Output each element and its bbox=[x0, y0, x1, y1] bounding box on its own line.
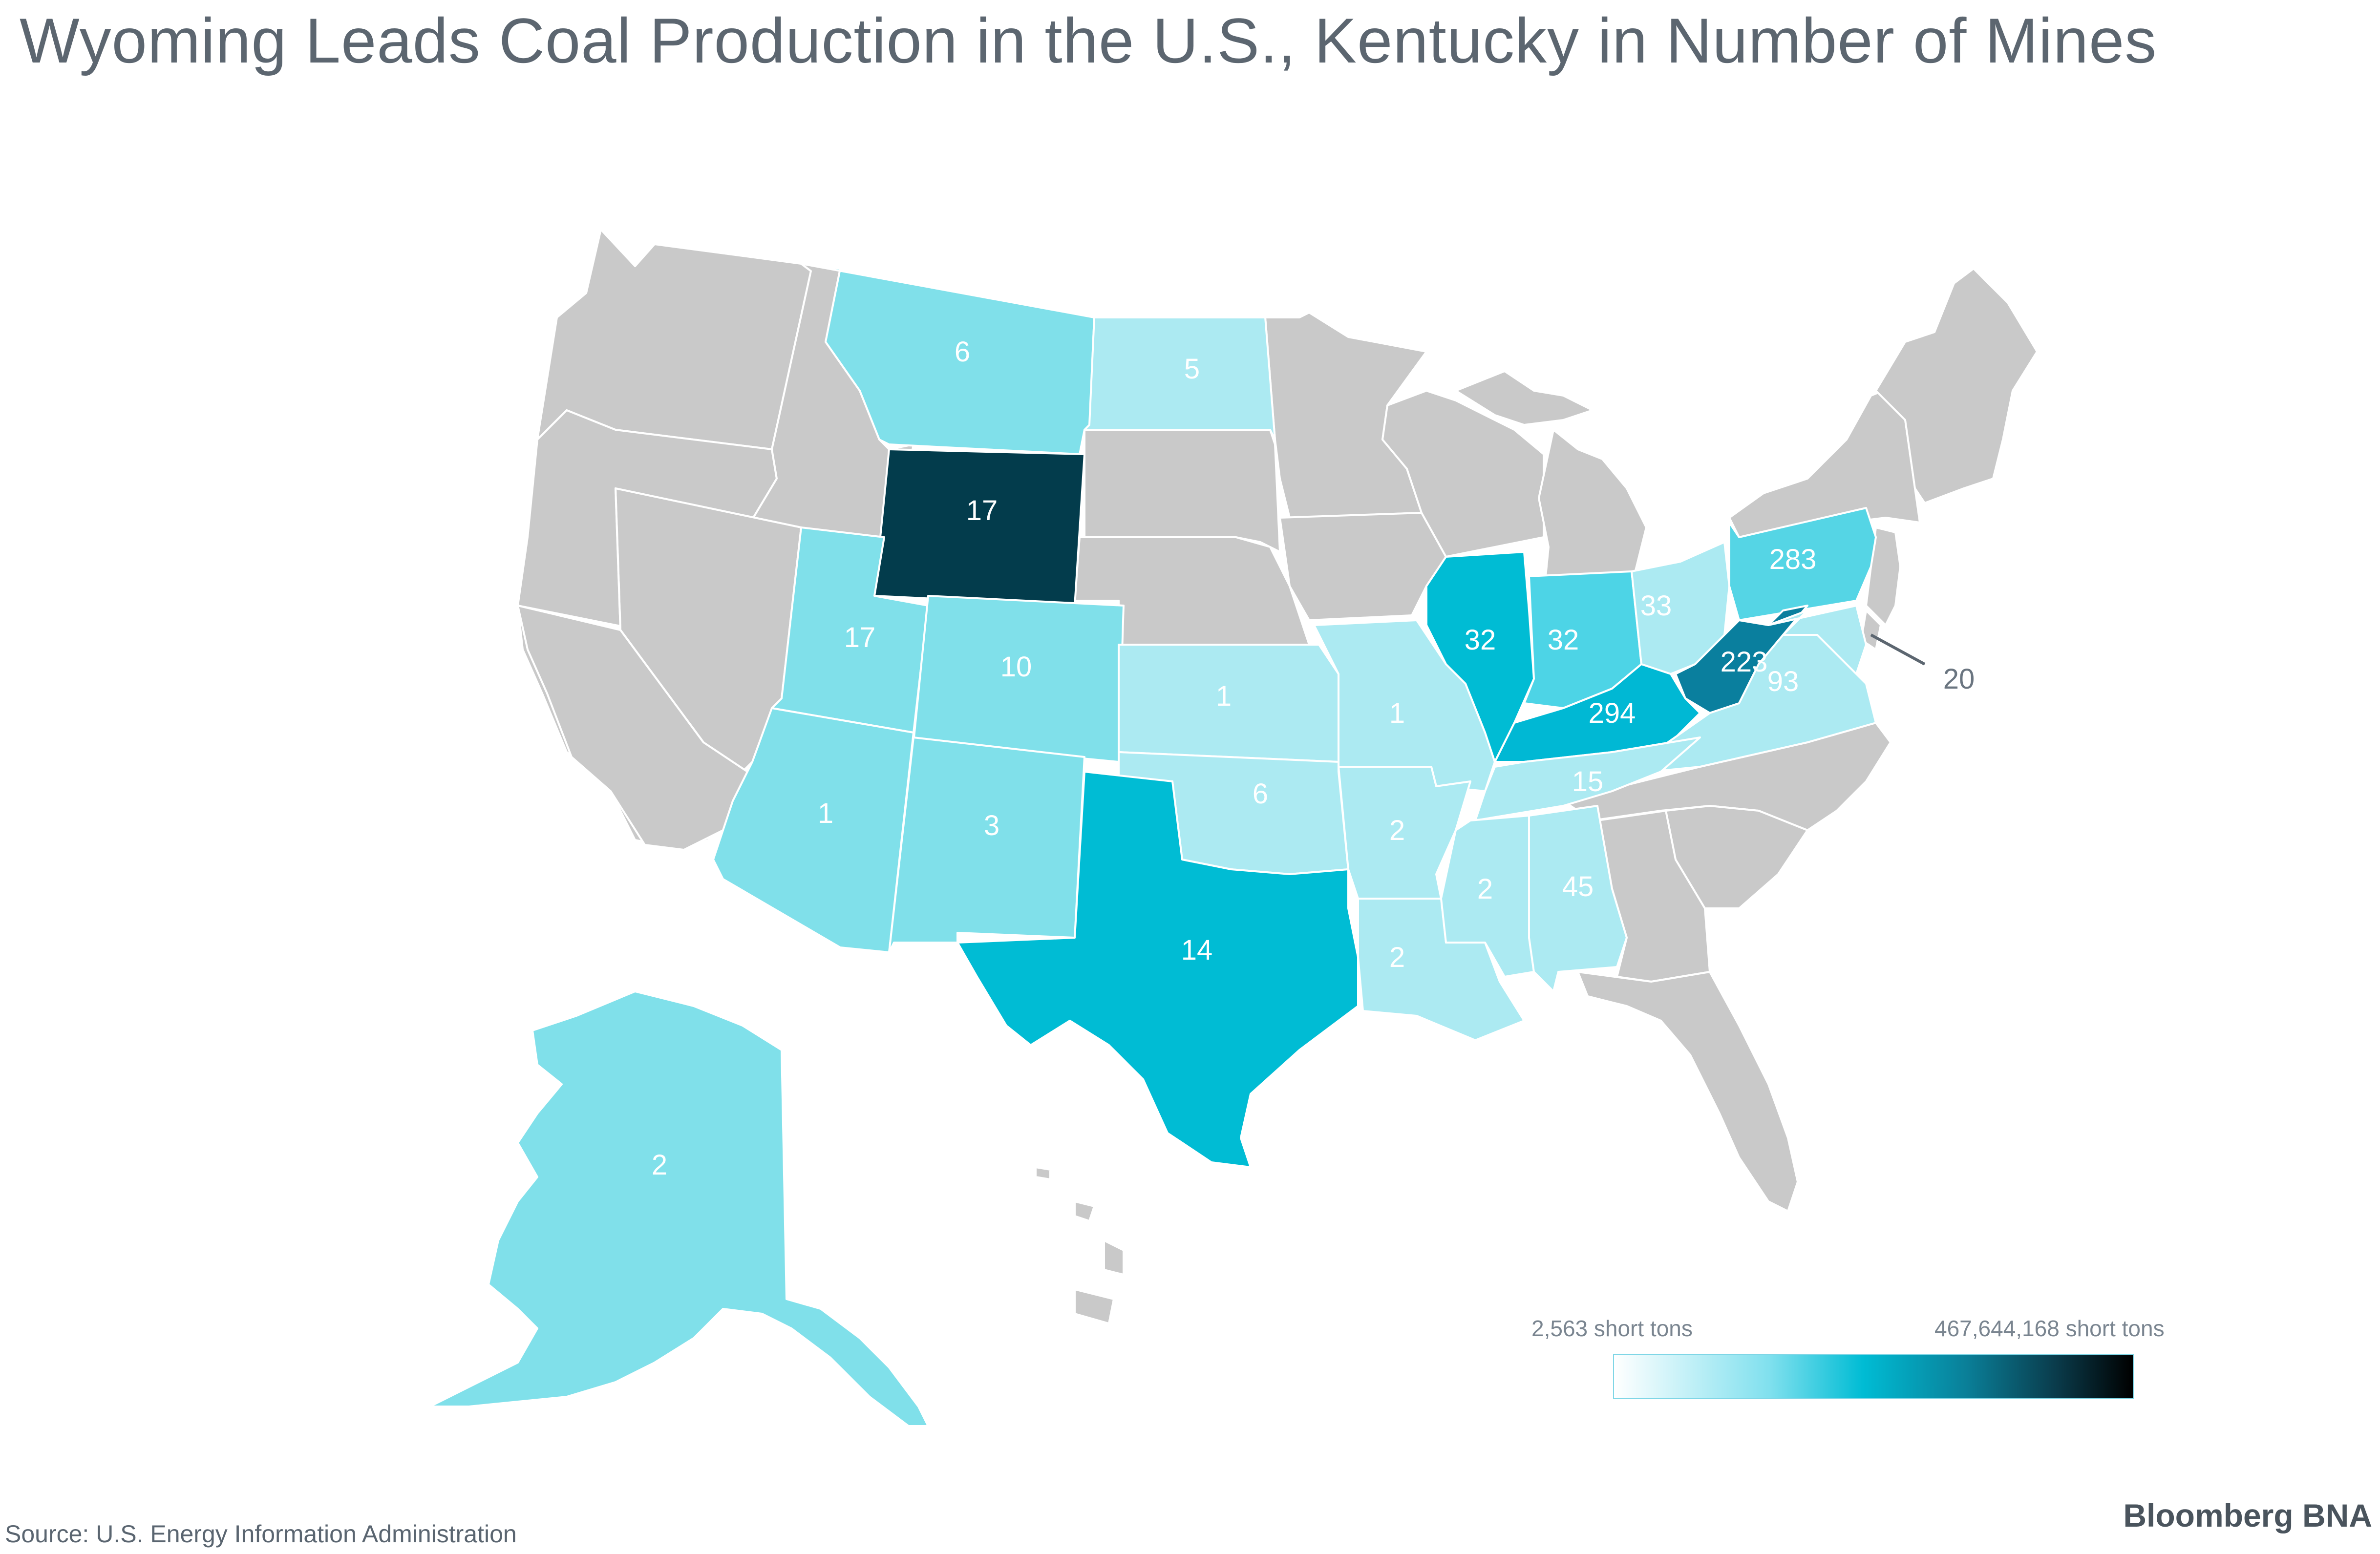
label-oklahoma: 6 bbox=[1253, 778, 1268, 810]
state-alaska bbox=[429, 990, 929, 1427]
label-montana: 6 bbox=[955, 336, 970, 368]
label-missouri: 1 bbox=[1389, 697, 1405, 729]
source-note: Source: U.S. Energy Information Administ… bbox=[5, 1520, 517, 1548]
state-new-york bbox=[1728, 385, 1921, 538]
label-west-virginia: 223 bbox=[1721, 646, 1768, 678]
label-indiana: 32 bbox=[1548, 624, 1579, 656]
state-michigan-up bbox=[1455, 370, 1594, 426]
label-tennessee: 15 bbox=[1572, 766, 1604, 798]
label-illinois: 32 bbox=[1465, 624, 1496, 656]
state-texas bbox=[956, 771, 1359, 1168]
state-florida bbox=[1577, 971, 1799, 1212]
maryland-leader-line bbox=[1870, 633, 1926, 666]
label-new-mexico: 3 bbox=[984, 810, 999, 841]
label-mississippi: 2 bbox=[1477, 873, 1493, 905]
brand-regular: BNA bbox=[2302, 1497, 2372, 1533]
label-pennsylvania: 283 bbox=[1769, 544, 1817, 575]
map-title: Wyoming Leads Coal Production in the U.S… bbox=[20, 5, 2157, 76]
legend-min-label: 2,563 short tons bbox=[1531, 1316, 1693, 1341]
label-utah: 17 bbox=[844, 622, 876, 653]
label-colorado: 10 bbox=[1000, 651, 1032, 683]
label-kentucky: 294 bbox=[1589, 697, 1636, 729]
state-illinois bbox=[1425, 551, 1535, 763]
state-hawaii bbox=[1035, 1166, 1125, 1324]
state-new-jersey bbox=[1865, 526, 1901, 626]
label-arizona: 1 bbox=[818, 798, 833, 829]
state-north-dakota bbox=[1084, 316, 1276, 441]
state-tennessee bbox=[1474, 736, 1701, 821]
label-maryland: 20 bbox=[1943, 663, 1975, 695]
state-new-england bbox=[1875, 268, 2038, 504]
label-louisiana: 2 bbox=[1389, 942, 1405, 973]
state-wisconsin bbox=[1381, 390, 1545, 558]
label-virginia: 93 bbox=[1767, 666, 1799, 697]
state-alabama bbox=[1528, 805, 1628, 992]
label-alabama: 45 bbox=[1562, 871, 1594, 903]
label-wyoming: 17 bbox=[966, 495, 998, 526]
label-ohio: 33 bbox=[1640, 590, 1672, 622]
state-iowa bbox=[1279, 512, 1447, 621]
brand-bold: Bloomberg bbox=[2123, 1497, 2294, 1533]
state-south-dakota bbox=[1084, 429, 1281, 553]
state-maryland bbox=[1767, 605, 1867, 675]
state-arkansas bbox=[1338, 766, 1471, 900]
state-california-main bbox=[517, 605, 748, 851]
legend-max-label: 467,644,168 short tons bbox=[1934, 1316, 2165, 1341]
label-arkansas: 2 bbox=[1389, 815, 1405, 846]
label-kansas: 1 bbox=[1216, 680, 1232, 712]
state-new-mexico bbox=[888, 736, 1085, 953]
state-pennsylvania bbox=[1728, 507, 1877, 621]
state-michigan bbox=[1538, 429, 1647, 597]
label-north-dakota: 5 bbox=[1184, 353, 1200, 385]
brand-logo: Bloomberg BNA bbox=[2123, 1497, 2372, 1534]
label-alaska: 2 bbox=[652, 1149, 667, 1181]
legend-color-bar bbox=[1613, 1354, 2134, 1399]
label-texas: 14 bbox=[1181, 934, 1213, 966]
state-wyoming bbox=[873, 448, 1085, 607]
